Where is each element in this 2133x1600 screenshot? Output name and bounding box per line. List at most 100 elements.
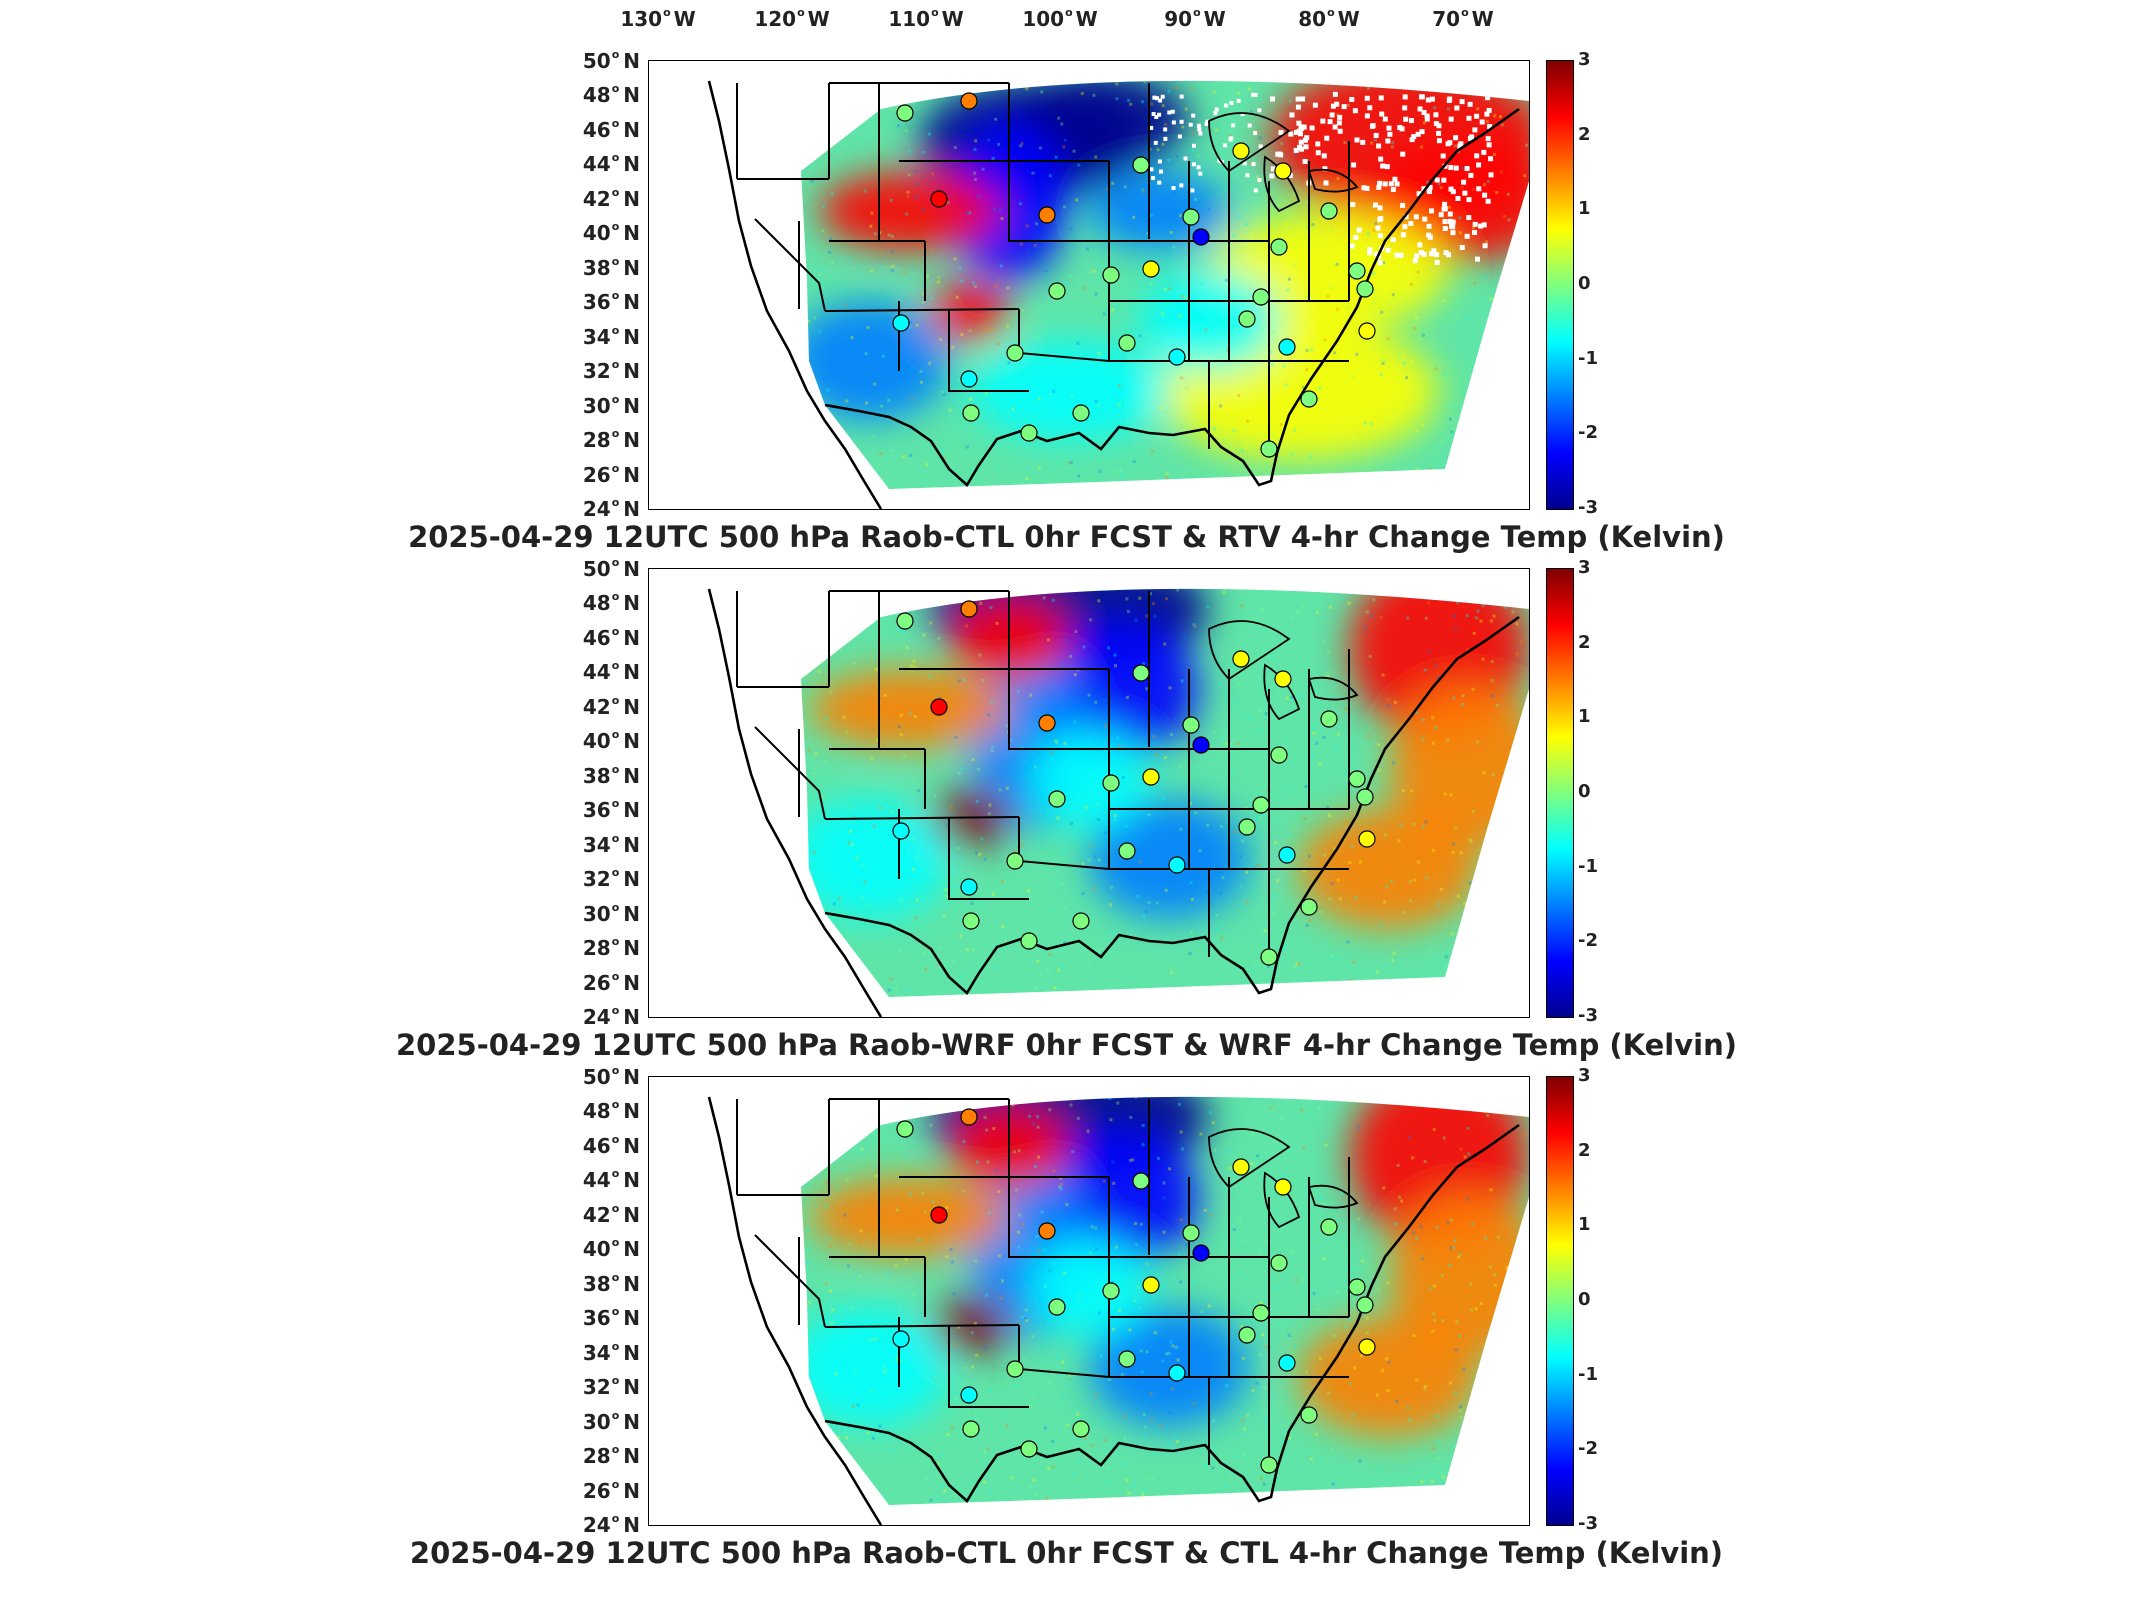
lat-label-32: 32o N [582, 1374, 640, 1400]
state-boundaries [707, 80, 1520, 509]
panel-title: 2025-04-29 12UTC 500 hPa Raob-WRF 0hr FC… [395, 1028, 1737, 1062]
lat-label-48: 48o N [582, 82, 640, 108]
raob-station-marker [1270, 746, 1288, 764]
raob-station-marker [962, 1420, 980, 1438]
temperature-field [801, 1096, 1529, 1505]
lat-label-24: 24o N [582, 496, 640, 521]
raob-station-marker [1274, 670, 1292, 688]
lat-label-28: 28o N [582, 427, 640, 453]
lat-label-38: 38o N [582, 1270, 640, 1296]
raob-station-marker [1168, 1364, 1186, 1382]
longitude-axis: 130o W 120o W 110o W 100o W 90o W 80o W 70o W [0, 0, 2133, 40]
temperature-change-map [707, 588, 1529, 1017]
raob-station-marker [1238, 1326, 1256, 1344]
raob-station-marker [1142, 1276, 1160, 1294]
raob-station-marker [1132, 156, 1150, 174]
lat-label-32: 32o N [582, 866, 640, 892]
raob-station-marker [1048, 790, 1066, 808]
raob-station-marker [1118, 334, 1136, 352]
lat-label-28: 28o N [582, 1443, 640, 1469]
lat-label-24: 24o N [582, 1004, 640, 1029]
raob-station-marker [1358, 830, 1376, 848]
lon-label-90w: 90o W [1164, 6, 1226, 31]
raob-station-marker [1356, 1296, 1374, 1314]
raob-station-marker [1072, 404, 1090, 422]
state-boundaries [707, 588, 1520, 1017]
lat-label-38: 38o N [582, 762, 640, 788]
lat-label-38: 38o N [582, 254, 640, 280]
raob-station-marker [1278, 846, 1296, 864]
raob-station-marker [1252, 288, 1270, 306]
raob-station-marker [1260, 948, 1278, 966]
raob-station-marker [962, 912, 980, 930]
raob-station-marker [1038, 714, 1056, 732]
raob-station-marker [1038, 206, 1056, 224]
lat-label-50: 50o N [582, 1064, 640, 1089]
raob-station-marker [1270, 1254, 1288, 1272]
raob-stations [892, 92, 1376, 458]
raob-station-marker [1252, 796, 1270, 814]
raob-station-marker [1252, 1304, 1270, 1322]
raob-station-marker [1006, 344, 1024, 362]
raob-station-marker [1038, 1222, 1056, 1240]
lat-label-28: 28o N [582, 935, 640, 961]
colorbar-tick-label: 2 [1578, 123, 1591, 145]
raob-station-marker [1300, 1406, 1318, 1424]
raob-station-marker [896, 612, 914, 630]
colorbar-tick-label: 1 [1578, 1214, 1591, 1236]
colorbar-tick-label: -3 [1578, 1513, 1598, 1534]
lat-label-36: 36o N [582, 797, 640, 823]
lat-label-42: 42o N [582, 1201, 640, 1227]
raob-station-marker [930, 1206, 948, 1224]
raob-station-marker [892, 314, 910, 332]
raob-station-marker [960, 92, 978, 110]
lat-label-26: 26o N [582, 969, 640, 995]
raob-station-marker [1300, 898, 1318, 916]
temperature-change-map [707, 80, 1529, 509]
raob-station-marker [960, 1386, 978, 1404]
raob-station-marker [1142, 768, 1160, 786]
raob-station-marker [1006, 1360, 1024, 1378]
raob-station-marker [1274, 1178, 1292, 1196]
colorbar-tick-label: 3 [1578, 49, 1591, 70]
raob-station-marker [1020, 1440, 1038, 1458]
lat-label-34: 34o N [582, 323, 640, 349]
raob-station-marker [1300, 390, 1318, 408]
lat-label-42: 42o N [582, 693, 640, 719]
raob-station-marker [1270, 238, 1288, 256]
raob-station-marker [1278, 1354, 1296, 1372]
colorbar-tick-label: 0 [1578, 273, 1591, 294]
lat-label-42: 42o N [582, 185, 640, 211]
lat-label-46: 46o N [582, 116, 640, 142]
colorbar-tick-label: 1 [1578, 198, 1591, 220]
colorbar [1546, 60, 1574, 510]
raob-station-marker [962, 404, 980, 422]
raob-station-marker [896, 1120, 914, 1138]
raob-station-marker [1238, 310, 1256, 328]
raob-station-marker [1020, 424, 1038, 442]
raob-station-marker [1192, 736, 1210, 754]
raob-station-marker [1238, 818, 1256, 836]
colorbar-tick-label: 1 [1578, 706, 1591, 728]
raob-station-marker [960, 1108, 978, 1126]
raob-station-marker [1358, 322, 1376, 340]
raob-station-marker [1356, 788, 1374, 806]
colorbar [1546, 1076, 1574, 1526]
raob-station-marker [1182, 208, 1200, 226]
raob-station-marker [1118, 842, 1136, 860]
raob-station-marker [1102, 1282, 1120, 1300]
panel-title: 2025-04-29 12UTC 500 hPa Raob-CTL 0hr FC… [409, 1536, 1724, 1570]
raob-stations [892, 1108, 1376, 1474]
lat-label-48: 48o N [582, 1098, 640, 1124]
lat-label-36: 36o N [582, 289, 640, 315]
lat-label-50: 50o N [582, 556, 640, 581]
colorbar-tick-label: -2 [1578, 930, 1598, 952]
raob-station-marker [960, 370, 978, 388]
raob-station-marker [960, 878, 978, 896]
raob-station-marker [1348, 770, 1366, 788]
raob-station-marker [1132, 1172, 1150, 1190]
raob-station-marker [1278, 338, 1296, 356]
raob-station-marker [1192, 228, 1210, 246]
lat-label-40: 40o N [582, 728, 640, 754]
